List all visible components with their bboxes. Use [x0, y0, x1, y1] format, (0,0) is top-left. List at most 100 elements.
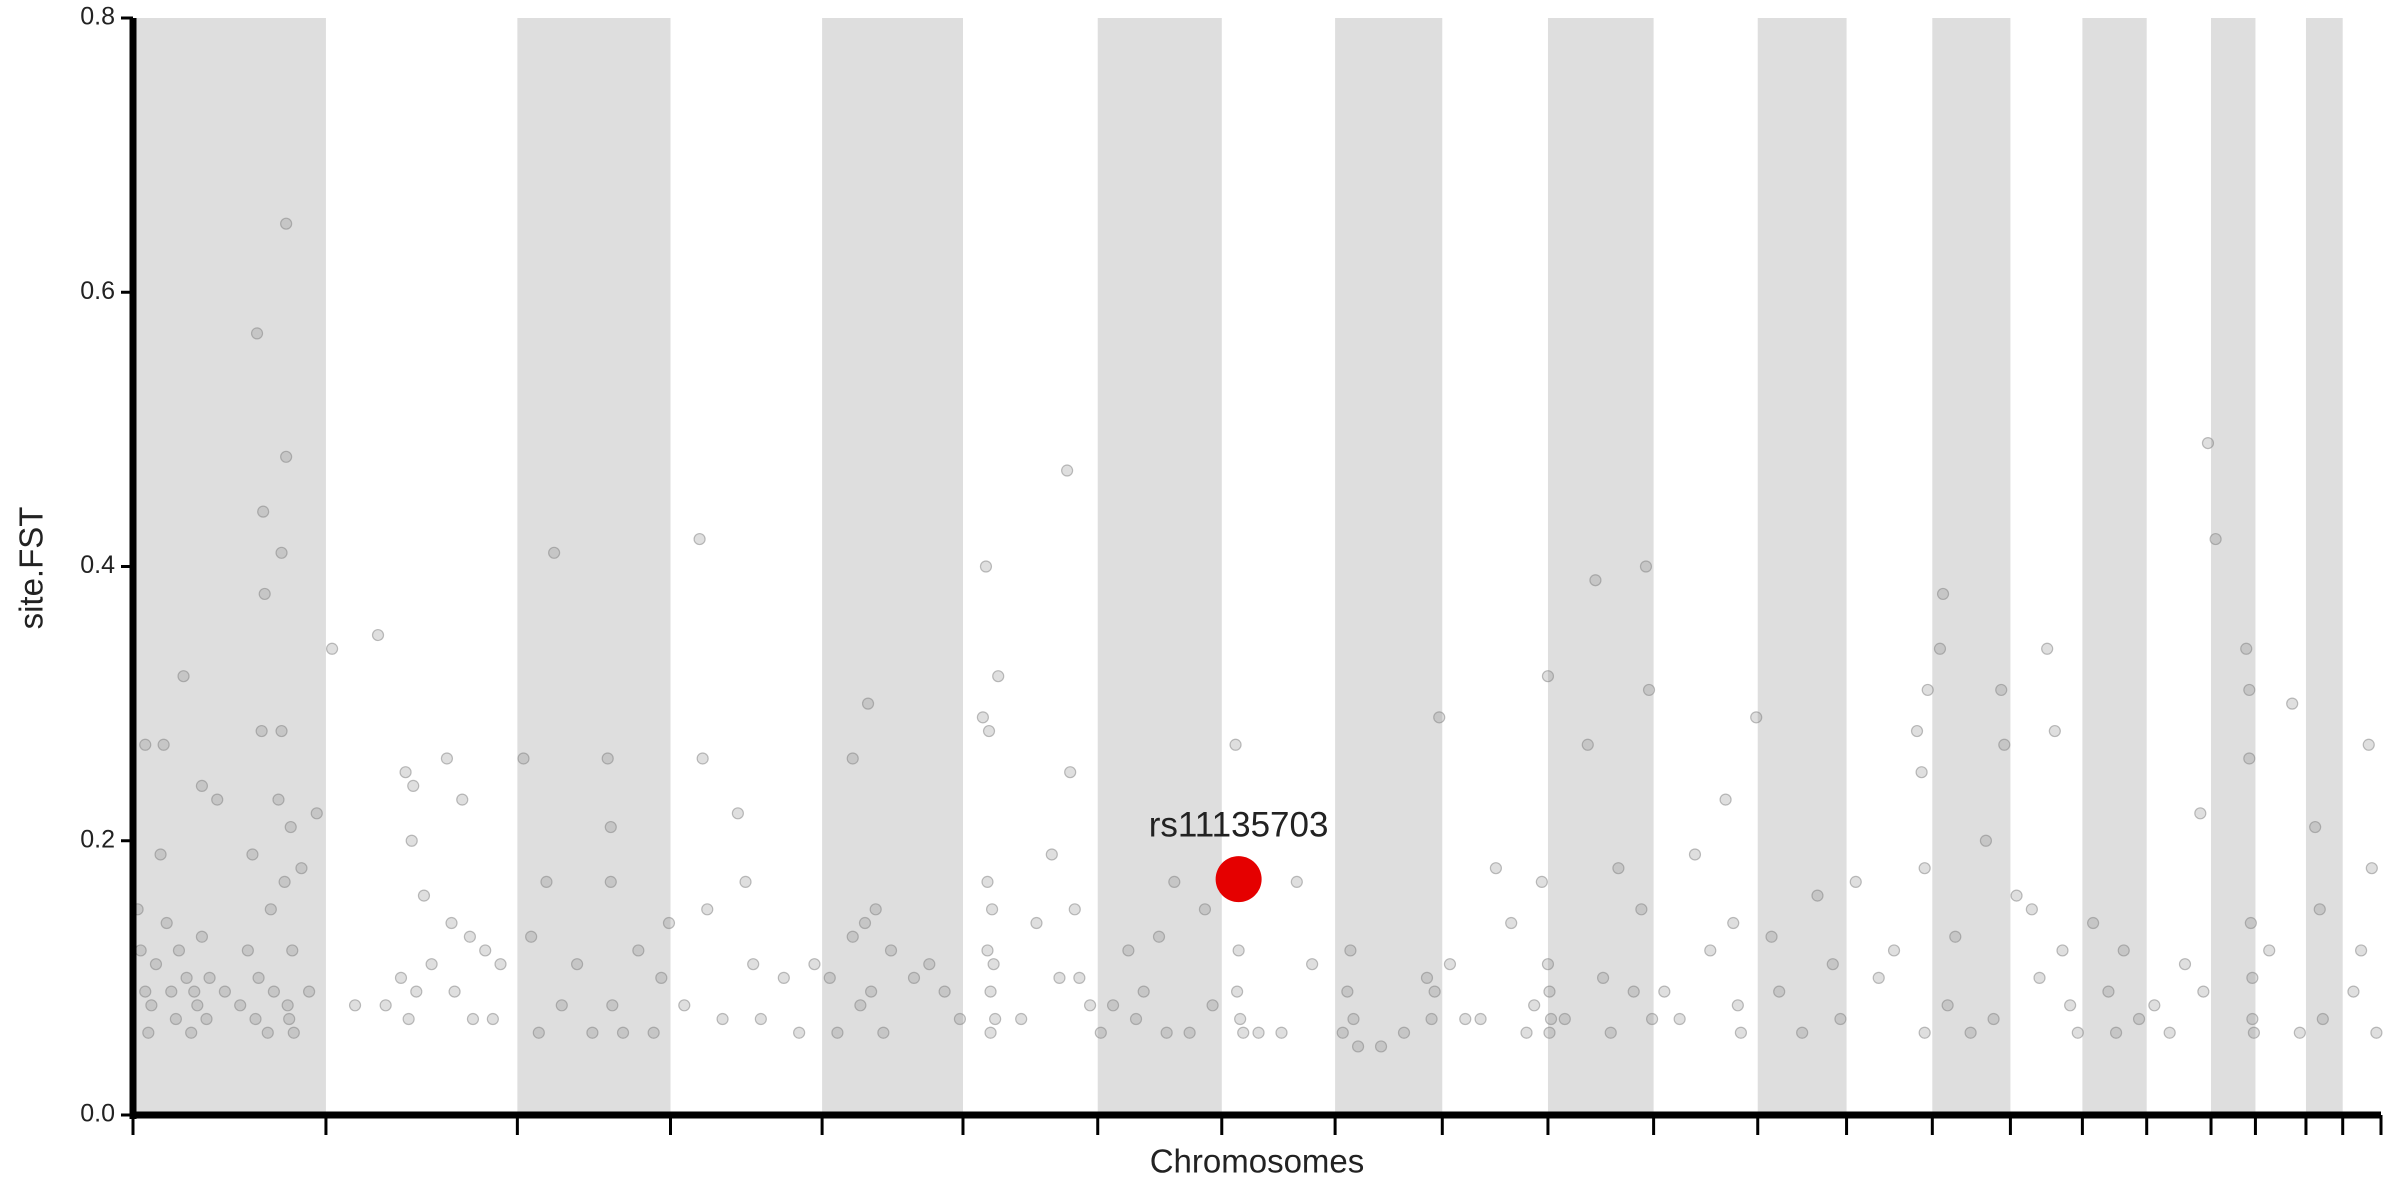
- snp-point: [1064, 766, 1077, 779]
- snp-point: [1849, 875, 1862, 888]
- snp-point: [1642, 683, 1656, 697]
- snp-point: [211, 793, 224, 806]
- snp-point: [1122, 944, 1135, 957]
- snp-point: [2313, 903, 2326, 916]
- snp-point: [463, 930, 476, 943]
- snp-point: [200, 1012, 213, 1026]
- snp-point: [1998, 738, 2011, 751]
- snp-point: [647, 1026, 660, 1039]
- snp-point: [1541, 670, 1555, 683]
- snp-point: [982, 724, 996, 738]
- snp-point: [272, 793, 285, 806]
- snp-point: [1688, 848, 1702, 861]
- snp-point: [981, 944, 994, 957]
- snp-point: [1443, 958, 1457, 971]
- snp-point: [284, 820, 297, 834]
- snp-point: [1275, 1026, 1288, 1039]
- snp-point: [984, 1026, 997, 1039]
- snp-point: [142, 1026, 155, 1039]
- snp-point: [1834, 1012, 1847, 1026]
- snp-point: [2244, 916, 2257, 930]
- snp-point: [2263, 944, 2276, 957]
- snp-point: [2178, 958, 2192, 971]
- snp-point: [1811, 889, 1824, 902]
- snp-point: [1428, 985, 1441, 998]
- snp-point: [303, 985, 316, 998]
- snp-point: [938, 985, 951, 998]
- y-tick-label: 0.4: [80, 551, 115, 579]
- snp-point: [456, 793, 469, 806]
- snp-point: [1543, 985, 1556, 998]
- snp-point: [2293, 1026, 2306, 1039]
- snp-point: [979, 560, 993, 573]
- snp-point: [1635, 903, 1648, 916]
- snp-point: [992, 670, 1005, 683]
- snp-point: [1137, 985, 1150, 998]
- snp-point: [371, 628, 385, 642]
- y-tick-label: 0.8: [80, 3, 115, 31]
- snp-point: [2246, 1012, 2259, 1026]
- snp-point: [486, 1012, 499, 1026]
- snp-point: [145, 999, 158, 1012]
- snp-point: [716, 1012, 729, 1026]
- snp-point: [1306, 958, 1319, 971]
- snp-point: [139, 985, 152, 998]
- snp-point: [823, 971, 836, 984]
- snp-point: [325, 642, 339, 655]
- snp-point: [2117, 944, 2130, 957]
- snp-point: [754, 1012, 767, 1026]
- snp-point: [1658, 985, 1671, 998]
- snp-point: [281, 999, 294, 1012]
- snp-point: [445, 916, 458, 930]
- snp-point: [2286, 697, 2299, 710]
- snp-point: [777, 971, 790, 984]
- snp-point: [494, 958, 507, 971]
- snp-point: [405, 834, 418, 847]
- snp-point: [283, 1012, 296, 1026]
- snp-point: [540, 875, 553, 888]
- snp-point: [264, 903, 277, 916]
- chromosome-band: [1932, 18, 2011, 1115]
- snp-point: [739, 875, 752, 888]
- chromosome-band: [2305, 18, 2343, 1115]
- snp-point: [275, 546, 288, 559]
- snp-point: [1639, 560, 1653, 573]
- snp-point: [731, 807, 744, 820]
- snp-point: [165, 985, 178, 998]
- snp-point: [402, 1012, 415, 1026]
- snp-point: [1344, 944, 1357, 957]
- snp-point: [479, 944, 492, 957]
- snp-point: [1558, 1012, 1571, 1026]
- snp-point: [846, 930, 859, 943]
- snp-point: [1520, 1026, 1533, 1039]
- snp-point: [1535, 875, 1548, 888]
- snp-point: [252, 971, 265, 984]
- snp-point: [188, 985, 201, 998]
- snp-point: [989, 1012, 1002, 1026]
- snp-point: [1252, 1026, 1265, 1039]
- snp-point: [976, 711, 989, 724]
- snp-point: [154, 848, 167, 861]
- snp-point: [255, 724, 268, 738]
- snp-point: [1581, 738, 1594, 751]
- snp-point: [379, 999, 392, 1012]
- snp-point: [1237, 1026, 1250, 1039]
- snp-point: [831, 1026, 844, 1039]
- snp-point: [793, 1026, 806, 1039]
- snp-point: [2064, 999, 2077, 1012]
- snp-point: [1129, 1012, 1143, 1026]
- snp-point: [177, 670, 190, 683]
- snp-point: [2033, 971, 2046, 984]
- snp-point: [1796, 1026, 1809, 1039]
- snp-point: [1673, 1012, 1686, 1026]
- chromosome-band: [2211, 18, 2256, 1115]
- chromosome-band: [822, 18, 963, 1115]
- snp-point: [1921, 683, 1934, 697]
- y-tick-label: 0.6: [80, 277, 115, 305]
- snp-point: [1229, 738, 1242, 751]
- snp-point: [1987, 1012, 2000, 1026]
- snp-point: [1704, 944, 1717, 957]
- highlight-point: [1215, 856, 1262, 903]
- snp-point: [985, 903, 999, 916]
